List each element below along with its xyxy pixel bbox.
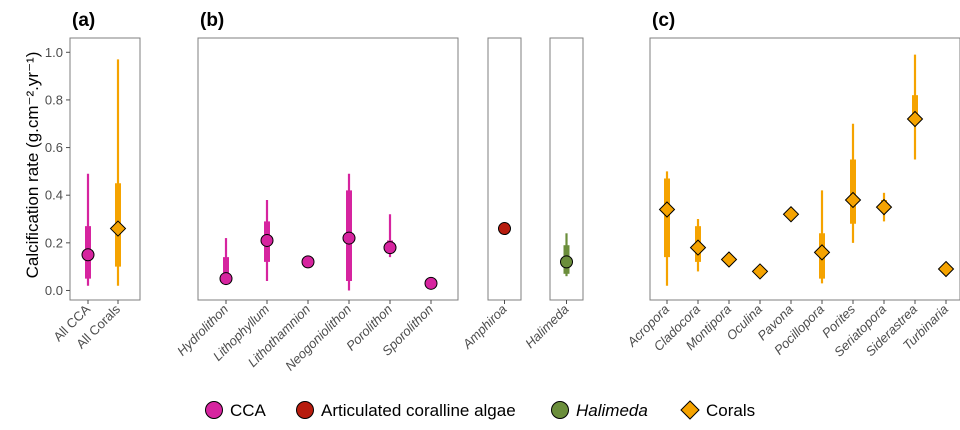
- panel-frame: [69, 37, 141, 301]
- panel-frame: [197, 37, 459, 301]
- y-axis-label: Calcification rate (g.cm⁻².yr⁻¹): [23, 52, 42, 279]
- median-diamond: [937, 260, 955, 278]
- y-tick-label: 1.0: [45, 45, 63, 60]
- legend-label: Corals: [706, 401, 755, 420]
- legend-diamond-icon: [680, 400, 700, 420]
- legend-circle-icon: [205, 401, 223, 419]
- point-amphiroa: Amphiroa: [459, 222, 511, 353]
- legend-circle-icon: [551, 401, 569, 419]
- median-diamond: [813, 244, 831, 261]
- median-diamond: [720, 251, 738, 268]
- legend-item-articulated-coralline-algae: Articulated coralline algae: [296, 401, 516, 420]
- median-diamond: [109, 220, 127, 237]
- point-porites: Porites: [819, 123, 862, 341]
- median-circle: [301, 255, 315, 269]
- median-circle: [219, 272, 233, 286]
- panel--b-: (b)HydrolithonLithophyllumLithothamnionN…: [174, 10, 459, 373]
- legend-item-cca: CCA: [205, 401, 267, 420]
- legend-label: CCA: [230, 401, 267, 420]
- panel-frame: [649, 37, 960, 301]
- median-diamond: [751, 263, 769, 280]
- y-tick-label: 0.2: [45, 235, 63, 250]
- panel-label: (a): [72, 10, 95, 31]
- median-circle: [424, 276, 438, 290]
- median-diamond: [782, 206, 800, 223]
- legend-item-halimeda: Halimeda: [551, 401, 648, 420]
- legend: CCA Articulated coralline algae Halimeda Co…: [205, 400, 755, 420]
- median-diamond: [658, 201, 676, 218]
- median-diamond: [906, 110, 924, 128]
- category-label: Halimeda: [522, 302, 571, 351]
- point-halimeda: Halimeda: [522, 233, 573, 351]
- legend-item-corals: Corals: [680, 400, 755, 420]
- y-tick-label: 0.6: [45, 140, 63, 155]
- y-tick-label: 0.8: [45, 92, 63, 107]
- median-circle: [498, 222, 511, 236]
- median-circle: [342, 231, 356, 245]
- legend-label: Halimeda: [576, 401, 648, 420]
- legend-circle-icon: [296, 401, 314, 419]
- median-circle: [560, 255, 573, 269]
- panel-halimeda: Halimeda: [522, 37, 584, 351]
- median-diamond: [844, 191, 862, 209]
- y-tick-label: 0.4: [45, 188, 63, 203]
- panel-frame: [487, 37, 522, 301]
- point-acropora: Acropora: [624, 171, 676, 350]
- y-tick-label: 0.0: [45, 283, 63, 298]
- category-label: Amphiroa: [459, 302, 510, 353]
- panel-label: (c): [652, 10, 675, 31]
- median-circle: [383, 241, 397, 255]
- median-circle: [260, 233, 274, 247]
- median-circle: [81, 248, 95, 262]
- legend-label: Articulated coralline algae: [321, 401, 516, 420]
- median-diamond: [689, 239, 707, 256]
- panel--c-: (c)AcroporaCladocoraMontiporaOculinaPavo…: [624, 10, 960, 360]
- panel-label: (b): [200, 10, 224, 31]
- median-diamond: [875, 198, 893, 216]
- panel-amphiroa: Amphiroa: [459, 37, 522, 353]
